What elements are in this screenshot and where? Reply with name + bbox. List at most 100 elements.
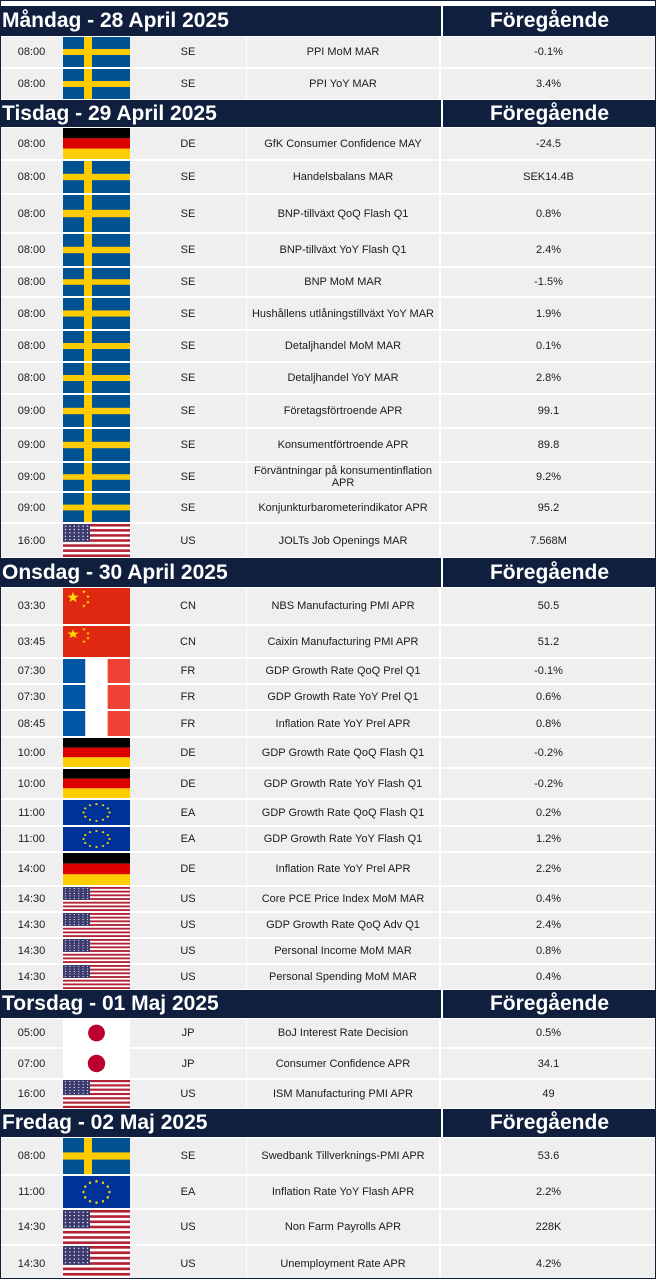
event-time: 10:00 [17,777,46,790]
event-time: 14:30 [17,945,46,957]
event-name: Core PCE Price Index MoM MAR [247,887,441,911]
previous-value: -0.2% [534,746,563,759]
japan-flag-icon [63,1049,130,1078]
sweden-flag-icon [63,161,130,193]
event-row: 08:00 SE BNP-tillväxt YoY Flash Q1 2.4% [0,233,656,267]
event-name: Unemployment Rate APR [247,1246,441,1279]
previous-value: 1.2% [535,833,562,845]
header-divider [441,100,443,127]
country-code: SE [130,161,247,193]
country-code: SE [130,395,247,427]
event-row: 08:00 SE Detaljhandel MoM MAR 0.1% [0,330,656,362]
day-title: Måndag - 28 April 2025 [2,9,229,32]
event-row: 14:30 US Personal Spending MoM MAR 0.4% [0,964,656,990]
country-code: US [130,1080,247,1108]
previous-value: 0.8% [535,717,562,730]
event-name: BNP MoM MAR [247,268,441,296]
previous-value: 2.2% [535,1186,562,1198]
event-name: Swedbank Tillverknings-PMI APR [247,1138,441,1174]
event-name: Inflation Rate YoY Flash APR [247,1176,441,1208]
china-flag-icon [63,588,130,624]
previous-value: -0.2% [534,777,563,790]
usa-flag-icon [63,1080,130,1108]
event-time: 07:30 [17,665,46,677]
country-code: EA [130,1176,247,1208]
event-name: GDP Growth Rate QoQ Flash Q1 [247,800,441,825]
event-name: GDP Growth Rate QoQ Adv Q1 [247,913,441,937]
country-code: DE [130,128,247,159]
country-code: US [130,965,247,989]
previous-value: 0.6% [535,691,562,703]
country-code: US [130,939,247,963]
event-row: 08:00 DE GfK Consumer Confidence MAY -24.5 [0,127,656,160]
event-time: 11:00 [18,806,45,819]
usa-flag-icon [63,1210,130,1244]
previous-value: 1.9% [535,307,562,320]
event-time: 07:30 [17,691,46,703]
event-name: BoJ Interest Rate Decision [247,1019,441,1047]
event-name: BNP-tillväxt QoQ Flash Q1 [247,195,441,232]
header-divider [441,6,443,36]
previous-value: 0.8% [535,945,562,957]
usa-flag-icon [63,913,130,937]
country-code: FR [130,659,247,683]
event-row: 16:00 US ISM Manufacturing PMI APR 49 [0,1079,656,1109]
event-row: 11:00 EA GDP Growth Rate QoQ Flash Q1 0.2% [0,799,656,826]
event-time: 07:00 [17,1057,46,1070]
event-time: 14:30 [17,971,46,983]
event-time: 09:00 [17,501,46,514]
day-title: Onsdag - 30 April 2025 [2,560,228,584]
country-code: SE [130,195,247,232]
event-time: 16:00 [17,1088,46,1100]
event-row: 14:30 US GDP Growth Rate QoQ Adv Q1 2.4% [0,912,656,938]
previous-value: -24.5 [535,137,562,150]
event-time: 08:00 [17,276,46,288]
country-code: FR [130,685,247,709]
previous-column-header: Föregående [489,1111,610,1134]
day-header: Måndag - 28 April 2025 Föregående [0,6,656,36]
country-code: SE [130,493,247,522]
previous-value: 4.2% [535,1257,562,1270]
germany-flag-icon [63,769,130,798]
sweden-flag-icon [63,1138,130,1174]
event-row: 08:00 SE PPI YoY MAR 3.4% [0,68,656,100]
previous-value: 51.2 [537,635,560,648]
usa-flag-icon [63,1246,130,1279]
event-row: 08:45 FR Inflation Rate YoY Prel APR 0.8% [0,710,656,737]
eu-flag-icon [63,1176,130,1208]
event-row: 03:30 CN NBS Manufacturing PMI APR 50.5 [0,587,656,625]
event-row: 16:00 US JOLTs Job Openings MAR 7.568M [0,523,656,558]
day-title: Torsdag - 01 Maj 2025 [2,992,219,1015]
event-time: 08:00 [17,244,46,256]
event-row: 10:00 DE GDP Growth Rate YoY Flash Q1 -0.2% [0,768,656,799]
day-header: Onsdag - 30 April 2025 Föregående [0,558,656,587]
event-name: Konjunkturbarometerindikator APR [247,493,441,522]
event-name: BNP-tillväxt YoY Flash Q1 [247,234,441,266]
country-code: EA [130,827,247,851]
event-time: 03:45 [17,635,46,648]
event-time: 09:00 [17,471,46,483]
header-divider [441,990,443,1018]
previous-value: 0.4% [535,893,562,905]
event-name: GDP Growth Rate QoQ Prel Q1 [247,659,441,683]
previous-value: 2.2% [535,863,562,875]
sweden-flag-icon [63,429,130,461]
event-time: 03:30 [17,600,46,612]
previous-column-header: Föregående [489,9,610,32]
event-row: 08:00 SE Swedbank Tillverknings-PMI APR 53.… [0,1137,656,1175]
sweden-flag-icon [63,234,130,266]
country-code: EA [130,800,247,825]
germany-flag-icon [63,853,130,885]
previous-value: -0.1% [534,46,563,58]
event-name: JOLTs Job Openings MAR [247,524,441,557]
event-name: Företagsförtroende APR [247,395,441,427]
country-code: JP [130,1049,247,1078]
country-code: SE [130,429,247,461]
event-row: 10:00 DE GDP Growth Rate QoQ Flash Q1 -0.2% [0,737,656,768]
country-code: SE [130,1138,247,1174]
event-time: 08:00 [17,207,46,220]
event-time: 08:00 [17,372,46,384]
germany-flag-icon [63,738,130,767]
event-time: 16:00 [17,534,46,547]
event-name: GfK Consumer Confidence MAY [247,128,441,159]
